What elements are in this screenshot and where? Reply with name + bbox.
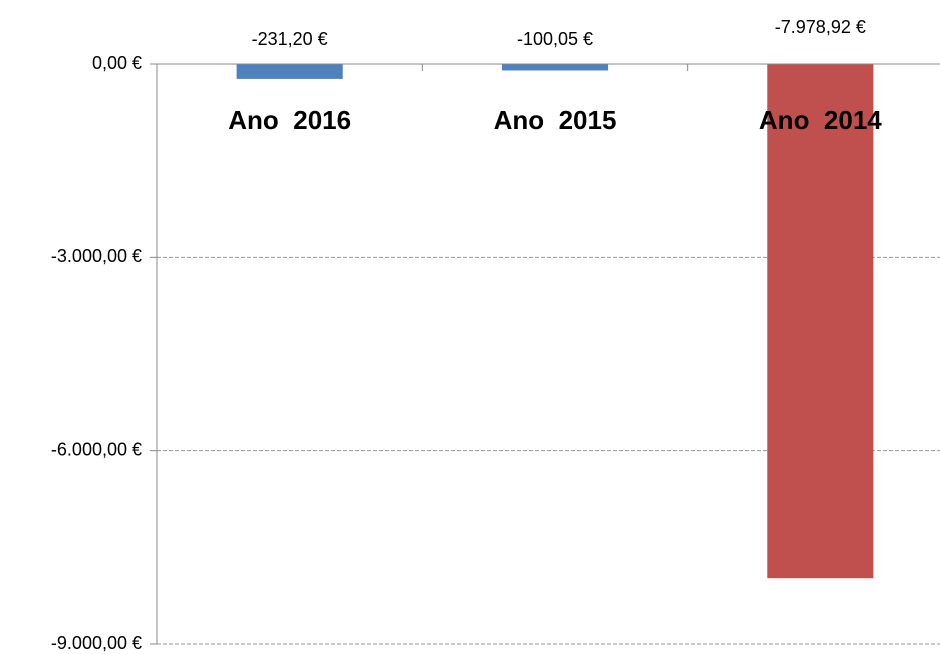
y-tick-label: -9.000,00 €: [51, 633, 142, 653]
bar: [236, 64, 343, 79]
y-tick-label: -6.000,00 €: [51, 439, 142, 459]
bar: [501, 64, 609, 71]
x-tick-label: Ano 2014: [759, 105, 882, 135]
y-tick-label: 0,00 €: [92, 53, 142, 73]
value-label: -100,05 €: [517, 29, 593, 49]
value-label: -7.978,92 €: [775, 17, 866, 37]
x-tick-label: Ano 2016: [228, 105, 351, 135]
y-tick-label: -3.000,00 €: [51, 246, 142, 266]
x-tick-label: Ano 2015: [494, 105, 617, 135]
value-label: -231,20 €: [252, 29, 328, 49]
bar: [767, 64, 874, 579]
